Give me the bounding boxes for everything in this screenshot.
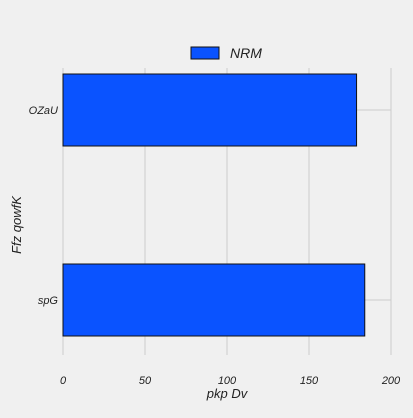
x-axis-label: pkp Dv xyxy=(206,386,249,401)
y-tick-label: spG xyxy=(38,295,59,307)
y-axis-ticks: OZaU spG xyxy=(29,105,59,307)
x-tick-label: 200 xyxy=(381,375,401,387)
bar-ozau xyxy=(63,74,357,146)
x-tick-label: 50 xyxy=(139,375,152,387)
x-tick-label: 150 xyxy=(300,375,319,387)
y-axis-label: Ffz qowfK xyxy=(9,195,24,254)
y-tick-label: OZaU xyxy=(29,105,58,117)
legend: NRM xyxy=(191,45,262,61)
x-tick-label: 0 xyxy=(60,375,67,387)
bar-spg xyxy=(63,264,365,336)
bars xyxy=(63,74,365,336)
legend-label: NRM xyxy=(230,45,262,61)
legend-swatch xyxy=(191,47,219,59)
